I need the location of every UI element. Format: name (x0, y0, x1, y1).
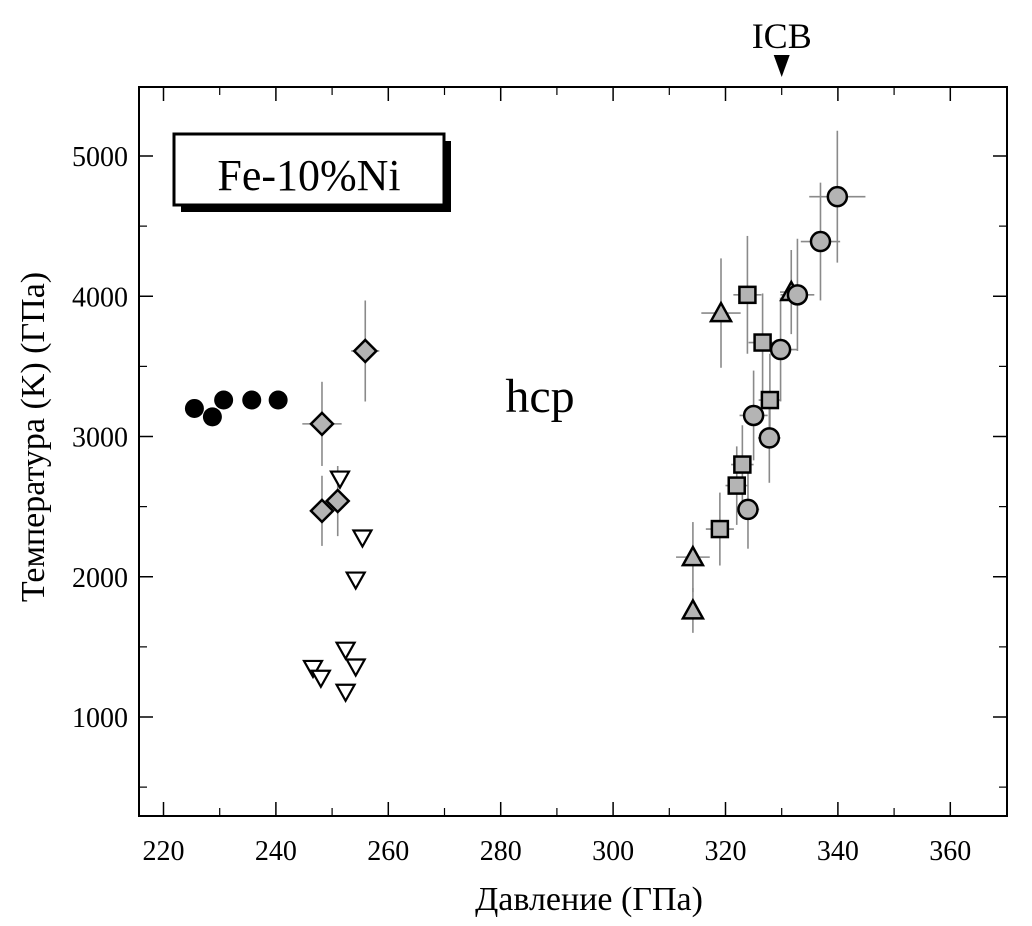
y-tick-label: 5000 (72, 142, 128, 173)
data-point-filled-circle (184, 398, 204, 418)
icb-marker-icon (773, 55, 790, 77)
data-point-gray-square (753, 333, 772, 352)
data-point-gray-diamond (324, 488, 351, 514)
x-tick-label: 340 (817, 836, 859, 867)
data-point-filled-circle (214, 390, 234, 410)
data-point-open-triangle-down (351, 529, 374, 549)
data-point-gray-circle (737, 498, 759, 521)
x-tick-label: 280 (480, 836, 522, 867)
data-point-gray-circle (742, 404, 765, 427)
y-tick-label: 4000 (72, 282, 128, 313)
data-point-open-triangle-down (344, 658, 367, 678)
x-tick-label: 320 (705, 836, 747, 867)
data-point-filled-circle (242, 390, 262, 410)
data-point-open-triangle-down (344, 571, 367, 591)
y-tick-label: 1000 (72, 703, 128, 734)
data-point-gray-circle (826, 185, 849, 208)
data-point-gray-circle (809, 230, 832, 253)
data-point-gray-circle (769, 338, 792, 361)
x-tick-label: 300 (592, 836, 634, 867)
x-tick-label: 220 (143, 836, 185, 867)
sample-label-box: Fe-10%Ni (172, 132, 451, 212)
data-point-gray-circle (786, 284, 809, 306)
x-tick-label: 360 (929, 836, 971, 867)
data-point-gray-square (710, 519, 730, 539)
data-point-open-triangle-down (334, 641, 357, 661)
plot-frame (138, 86, 1008, 817)
y-axis-label: Температура (K) (ГПа) (15, 272, 52, 602)
data-points (184, 185, 849, 703)
data-point-open-triangle-down (302, 659, 324, 680)
x-tick-label: 240 (255, 836, 297, 867)
y-tick-label: 3000 (72, 423, 128, 454)
data-point-filled-circle (268, 390, 288, 410)
icb-label: ICB (752, 16, 812, 56)
axis-ticks (139, 87, 1007, 816)
axis-tick-labels: 220 240 260 280 300 320 340 360 1000 2000 3000 4000… (72, 142, 971, 867)
data-point-gray-square (727, 476, 746, 495)
data-point-gray-triangle (680, 544, 706, 567)
data-point-gray-square (733, 455, 752, 474)
data-point-gray-diamond (309, 411, 335, 437)
data-point-gray-circle (758, 427, 781, 449)
data-point-gray-diamond (309, 498, 335, 524)
data-point-open-triangle-down (329, 470, 351, 490)
data-point-gray-diamond (352, 338, 379, 364)
data-point-open-triangle-down (309, 669, 332, 689)
data-point-filled-circle (202, 407, 222, 427)
x-axis-label: Давление (ГПа) (475, 881, 703, 918)
data-point-gray-square (760, 390, 780, 410)
x-tick-label: 260 (367, 836, 409, 867)
data-point-gray-square (738, 285, 757, 305)
data-point-gray-triangle (708, 300, 734, 323)
data-point-open-triangle-down (334, 683, 357, 703)
y-tick-label: 2000 (72, 563, 128, 594)
phase-label-hcp: hcp (505, 370, 574, 423)
data-point-gray-triangle (680, 597, 706, 620)
sample-label: Fe-10%Ni (217, 151, 400, 200)
